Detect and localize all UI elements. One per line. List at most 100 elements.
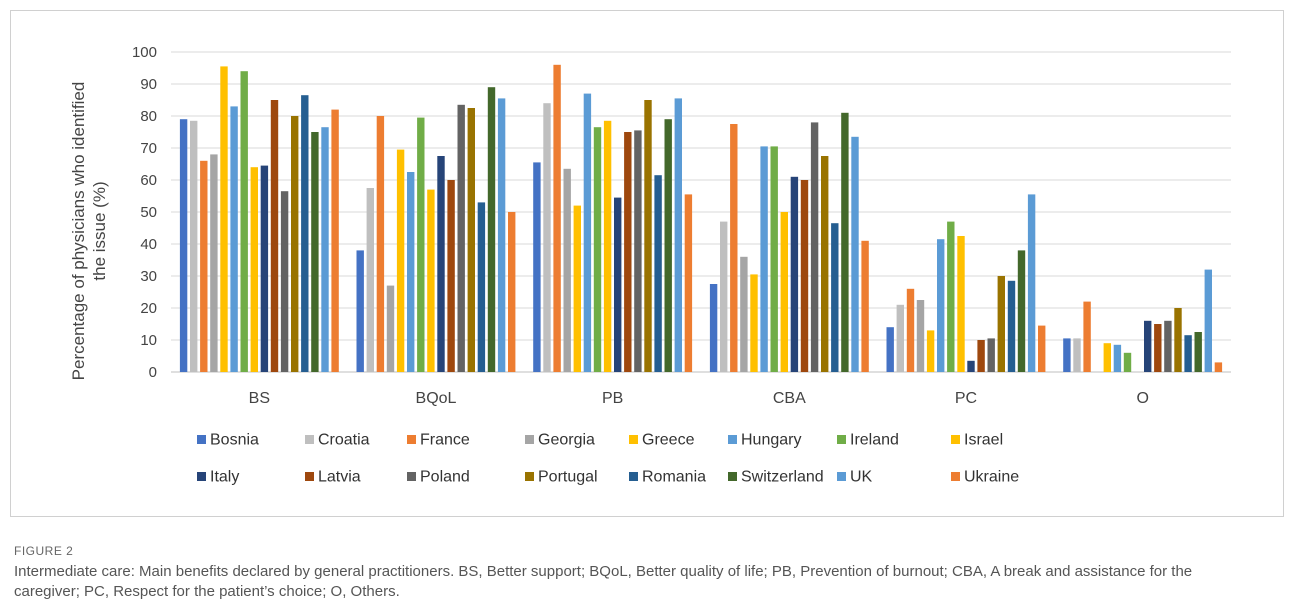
bar-bqol-switzerland <box>487 87 496 372</box>
bar-o-ireland <box>1123 352 1132 372</box>
legend-label: UK <box>850 469 873 486</box>
bar-pb-romania <box>654 175 662 372</box>
bar-pc-ireland <box>947 221 955 372</box>
figure-frame: 0 10 20 30 40 50 60 70 80 90 100 BS BQoL PB CBA PC O Bo… <box>10 10 1284 517</box>
bar-pb-greece <box>573 205 581 372</box>
bar-cba-poland <box>810 122 819 373</box>
bar-cba-georgia <box>740 256 748 372</box>
legend-label: Hungary <box>741 432 801 449</box>
legend-swatch <box>629 435 638 444</box>
bar-pc-croatia <box>896 304 904 372</box>
bar-o-hungary <box>1113 344 1122 372</box>
bar-pc-switzerland <box>1017 250 1026 372</box>
bar-pc-israel <box>957 236 965 372</box>
y-axis-label-line1: Percentage of physicians who identified <box>69 82 88 381</box>
bar-bs-poland <box>280 191 289 372</box>
legend-label: France <box>420 432 470 449</box>
legend-swatch <box>305 472 314 481</box>
bar-cba-portugal <box>821 156 829 372</box>
bar-cba-uk <box>851 136 859 372</box>
bar-pc-ukraine <box>1038 325 1046 372</box>
bar-pc-romania <box>1007 280 1016 372</box>
x-tick-label: O <box>1136 390 1148 407</box>
bar-pc-greece <box>926 330 935 372</box>
legend-swatch <box>629 472 638 481</box>
bar-bs-france <box>200 160 208 372</box>
y-tick-label: 0 <box>149 364 157 381</box>
legend-swatch <box>305 435 314 444</box>
legend-label: Greece <box>642 432 695 449</box>
y-tick-label: 50 <box>140 204 157 221</box>
bar-pb-uk <box>674 98 682 373</box>
bar-cba-ireland <box>770 146 778 372</box>
legend-label: Switzerland <box>741 469 824 486</box>
y-tick-label: 30 <box>140 268 157 285</box>
bar-pc-bosnia <box>886 327 894 372</box>
bar-bs-ukraine <box>331 109 339 372</box>
x-tick-label: CBA <box>773 390 806 407</box>
legend-label: Italy <box>210 469 239 486</box>
y-tick-label: 70 <box>140 140 157 157</box>
legend-swatch <box>951 435 960 444</box>
legend: Bosnia Croatia France Georgia Greece Hungary I… <box>197 432 1019 486</box>
legend-swatch <box>837 472 846 481</box>
gridlines <box>171 51 1231 373</box>
bar-bqol-israel <box>427 189 435 372</box>
figure-caption: Intermediate care: Main benefits declare… <box>14 563 1193 600</box>
figure-label: FIGURE 2 <box>14 544 74 558</box>
legend-swatch <box>951 472 960 481</box>
bar-pb-hungary <box>583 93 592 372</box>
bar-pb-latvia <box>624 132 632 372</box>
bar-pb-switzerland <box>664 119 672 372</box>
bar-bs-croatia <box>190 120 198 372</box>
bar-cba-italy <box>790 176 799 372</box>
bar-bqol-latvia <box>447 180 455 372</box>
bar-pb-portugal <box>644 100 652 372</box>
bar-pb-croatia <box>543 103 551 372</box>
bar-bqol-portugal <box>467 108 475 372</box>
bar-bs-bosnia <box>179 119 188 372</box>
bar-pc-latvia <box>977 340 985 372</box>
bar-pb-georgia <box>563 168 571 372</box>
bar-pc-portugal <box>997 276 1005 372</box>
legend-label: Romania <box>642 469 706 486</box>
legend-label: Portugal <box>538 469 598 486</box>
y-tick-label: 60 <box>140 172 157 189</box>
legend-label: Latvia <box>318 469 361 486</box>
bar-pc-georgia <box>916 300 925 372</box>
bar-cba-bosnia <box>709 284 718 372</box>
legend-label: Croatia <box>318 432 370 449</box>
bar-pb-ireland <box>593 127 602 372</box>
bar-o-france <box>1083 301 1091 372</box>
legend-label: Israel <box>964 432 1003 449</box>
bar-o-ukraine <box>1214 362 1223 372</box>
bar-bqol-hungary <box>407 172 415 372</box>
bar-bqol-ireland <box>417 117 425 372</box>
bar-bs-italy <box>260 165 269 372</box>
bar-o-greece <box>1103 343 1111 372</box>
y-tick-labels: 0 10 20 30 40 50 60 70 80 90 100 <box>132 44 157 381</box>
bar-pc-uk <box>1027 194 1036 372</box>
legend-swatch <box>837 435 846 444</box>
bars <box>179 64 1223 373</box>
x-tick-label: PB <box>602 390 623 407</box>
y-tick-label: 80 <box>140 108 157 125</box>
y-tick-label: 20 <box>140 300 157 317</box>
bar-pb-italy <box>614 197 622 372</box>
bar-o-croatia <box>1073 338 1081 372</box>
bar-pb-bosnia <box>533 162 541 372</box>
x-tick-label: BS <box>249 390 270 407</box>
bar-cba-israel <box>780 212 788 372</box>
bar-cba-hungary <box>760 146 768 372</box>
legend-label: Georgia <box>538 432 595 449</box>
bar-bs-georgia <box>210 154 218 372</box>
legend-swatch <box>728 472 737 481</box>
bar-pb-poland <box>634 130 642 372</box>
bar-bs-switzerland <box>311 132 319 372</box>
bar-cba-latvia <box>800 180 809 372</box>
bar-pc-poland <box>987 338 995 372</box>
bar-bqol-france <box>376 116 385 372</box>
bar-o-italy <box>1144 320 1152 372</box>
legend-swatch <box>728 435 737 444</box>
y-tick-label: 40 <box>140 236 157 253</box>
